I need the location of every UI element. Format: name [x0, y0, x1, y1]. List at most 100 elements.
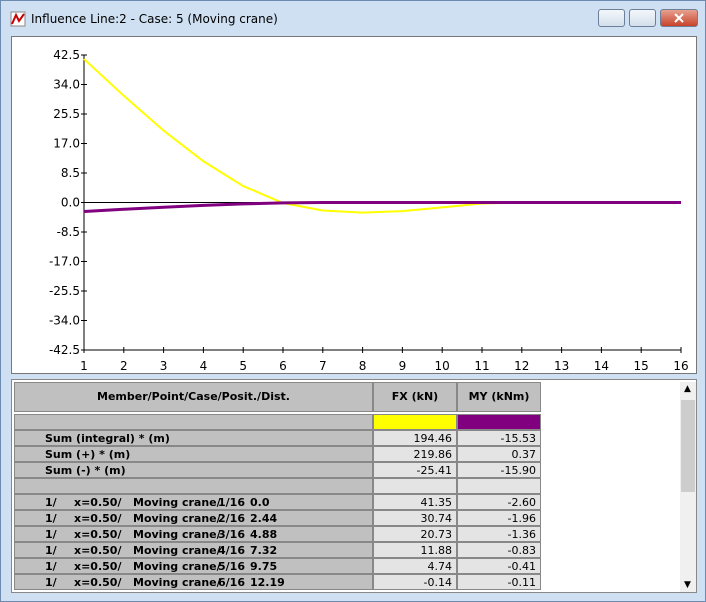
row-label-part: x=0.50/ [74, 576, 122, 589]
x-tick-label: 16 [673, 359, 688, 373]
my-cell: -0.41 [457, 558, 541, 574]
row-label-part: 1/ [45, 512, 57, 525]
row-label: 1/x=0.50/Moving crane/2/16 2.44 [14, 510, 373, 526]
row-label-part: 1/ [45, 544, 57, 557]
x-tick-label: 8 [359, 359, 367, 373]
my-cell: -1.36 [457, 526, 541, 542]
x-tick-label: 7 [319, 359, 327, 373]
row-label-part: 1/ [45, 576, 57, 589]
x-tick-label: 11 [474, 359, 489, 373]
row-label: Sum (+) * (m) [14, 446, 373, 462]
close-button[interactable] [660, 9, 698, 27]
color-swatch [457, 414, 541, 430]
x-tick-label: 9 [399, 359, 407, 373]
row-label-part: Moving crane/ [133, 512, 221, 525]
y-tick-label: -25.5 [49, 284, 80, 298]
x-tick-label: 2 [120, 359, 128, 373]
y-tick-label: 17.0 [53, 137, 80, 151]
fx-cell [373, 478, 457, 494]
row-label: 1/x=0.50/Moving crane/4/16 7.32 [14, 542, 373, 558]
row-label [14, 414, 373, 430]
fx-cell: -25.41 [373, 462, 457, 478]
column-header: MY (kNm) [457, 382, 541, 412]
x-tick-label: 6 [279, 359, 287, 373]
y-tick-label: -34.0 [49, 314, 80, 328]
row-label-part: 6/16 [218, 576, 245, 589]
fx-cell: 194.46 [373, 430, 457, 446]
row-label-part: Moving crane/ [133, 560, 221, 573]
x-tick-label: 10 [435, 359, 450, 373]
x-tick-label: 12 [514, 359, 529, 373]
row-label-part: 4/16 [218, 544, 245, 557]
x-tick-label: 3 [160, 359, 168, 373]
row-label-part: Moving crane/ [133, 496, 221, 509]
row-label-part: x=0.50/ [74, 496, 122, 509]
row-label-part: Moving crane/ [133, 528, 221, 541]
chart: 42.5 34.0 25.5 17.0 8.5 0.0 -8.5 -17.0 -25.5 -34.… [11, 36, 697, 374]
row-label-part: 1/ [45, 560, 57, 573]
row-label: Sum (integral) * (m) [14, 430, 373, 446]
app-icon [10, 11, 26, 27]
my-cell [457, 478, 541, 494]
color-swatch [373, 414, 457, 430]
row-label-part: Moving crane/ [133, 576, 221, 589]
y-tick-label: 34.0 [53, 78, 80, 92]
y-tick-label: -17.0 [49, 255, 80, 269]
row-label: 1/x=0.50/Moving crane/3/16 4.88 [14, 526, 373, 542]
y-tick-label: 0.0 [61, 196, 80, 210]
row-label-part: 0.0 [250, 496, 270, 509]
row-label-part: 2.44 [250, 512, 278, 525]
results-table: Member/Point/Case/Posit./Dist. ▲ ▼ FX (k… [11, 379, 697, 593]
y-tick-label: 8.5 [61, 166, 80, 180]
row-label-part: x=0.50/ [74, 544, 122, 557]
header-cell: Member/Point/Case/Posit./Dist. [14, 382, 373, 412]
row-label-part: 12.19 [250, 576, 285, 589]
row-label-part: 2/16 [218, 512, 245, 525]
row-label-part: 5/16 [218, 560, 245, 573]
row-label-part: x=0.50/ [74, 528, 122, 541]
series-line [83, 201, 681, 214]
row-label-part: 7.32 [250, 544, 278, 557]
fx-cell: 4.74 [373, 558, 457, 574]
row-label [14, 478, 373, 494]
window-title: Influence Line:2 - Case: 5 (Moving crane… [31, 12, 278, 26]
row-label-part: Moving crane/ [133, 544, 221, 557]
maximize-button[interactable] [629, 9, 656, 27]
fx-cell: 30.74 [373, 510, 457, 526]
x-tick-label: 13 [554, 359, 569, 373]
row-label: Sum (-) * (m) [14, 462, 373, 478]
fx-cell: -0.14 [373, 574, 457, 590]
fx-cell: 20.73 [373, 526, 457, 542]
row-label-part: x=0.50/ [74, 512, 122, 525]
my-cell: 0.37 [457, 446, 541, 462]
row-label: 1/x=0.50/Moving crane/5/16 9.75 [14, 558, 373, 574]
row-label-part: x=0.50/ [74, 560, 122, 573]
scrollbar[interactable]: ▲ ▼ [680, 382, 696, 592]
y-tick-label: -8.5 [57, 225, 80, 239]
y-tick-label: 42.5 [53, 48, 80, 62]
my-cell: -2.60 [457, 494, 541, 510]
minimize-button[interactable] [598, 9, 625, 27]
row-label-part: 1/16 [218, 496, 245, 509]
x-tick-label: 1 [80, 359, 88, 373]
my-cell: -0.83 [457, 542, 541, 558]
x-tick-label: 15 [634, 359, 649, 373]
x-tick-label: 4 [200, 359, 208, 373]
fx-cell: 41.35 [373, 494, 457, 510]
my-cell: -0.11 [457, 574, 541, 590]
column-header: FX (kN) [373, 382, 457, 412]
my-cell: -1.96 [457, 510, 541, 526]
row-label-part: 3/16 [218, 528, 245, 541]
my-cell: -15.90 [457, 462, 541, 478]
y-tick-label: -42.5 [49, 343, 80, 357]
row-label-part: 1/ [45, 528, 57, 541]
row-label-part: 9.75 [250, 560, 278, 573]
y-tick-label: 25.5 [53, 107, 80, 121]
row-label-part: 4.88 [250, 528, 278, 541]
my-cell: -15.53 [457, 430, 541, 446]
fx-cell: 219.86 [373, 446, 457, 462]
row-label-part: 1/ [45, 496, 57, 509]
fx-cell: 11.88 [373, 542, 457, 558]
x-tick-label: 5 [239, 359, 247, 373]
